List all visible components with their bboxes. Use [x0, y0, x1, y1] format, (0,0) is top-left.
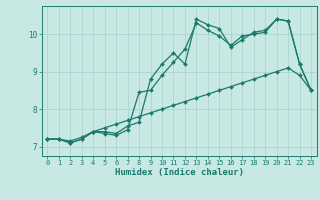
X-axis label: Humidex (Indice chaleur): Humidex (Indice chaleur): [115, 168, 244, 177]
